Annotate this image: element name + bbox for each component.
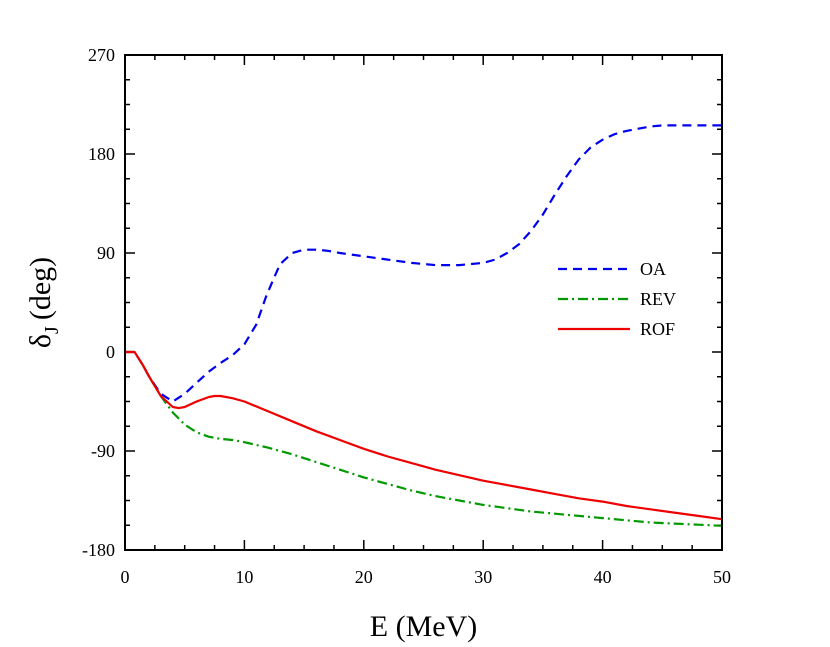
ticks-layer: [124, 54, 723, 551]
series-line-oa: [125, 124, 722, 403]
y-tick-label: 180: [88, 144, 115, 164]
x-tick-labels: 0 10 20 30 40 50: [121, 567, 732, 587]
x-tick-label: 50: [713, 567, 731, 587]
y-tick-label: -180: [82, 540, 115, 560]
y-axis-symbol: δ: [24, 334, 57, 348]
x-tick-label: 0: [121, 567, 130, 587]
x-tick-label: 30: [474, 567, 492, 587]
legend-label-oa: OA: [640, 259, 666, 279]
y-tick-label: 270: [88, 45, 115, 65]
y-tick-labels: -180 -90 0 90 180 270: [82, 45, 115, 560]
y-axis-subscript: J: [41, 326, 63, 334]
legend-label-rof: ROF: [640, 319, 675, 339]
y-axis-title: δJ (deg): [24, 257, 63, 348]
legend-label-rev: REV: [640, 289, 676, 309]
legend: OA REV ROF: [558, 259, 676, 339]
y-axis-unit: (deg): [24, 257, 57, 320]
x-tick-label: 20: [355, 567, 373, 587]
series-layer: [125, 124, 723, 527]
plot-frame: [124, 54, 723, 551]
series-line-rof: [125, 350, 723, 521]
x-axis-title: E (MeV): [370, 610, 477, 643]
x-tick-label: 40: [594, 567, 612, 587]
x-tick-label: 10: [235, 567, 253, 587]
y-tick-label: -90: [91, 441, 115, 461]
series-line-rev: [125, 350, 723, 527]
y-tick-label: 0: [106, 342, 115, 362]
y-tick-label: 90: [97, 243, 115, 263]
